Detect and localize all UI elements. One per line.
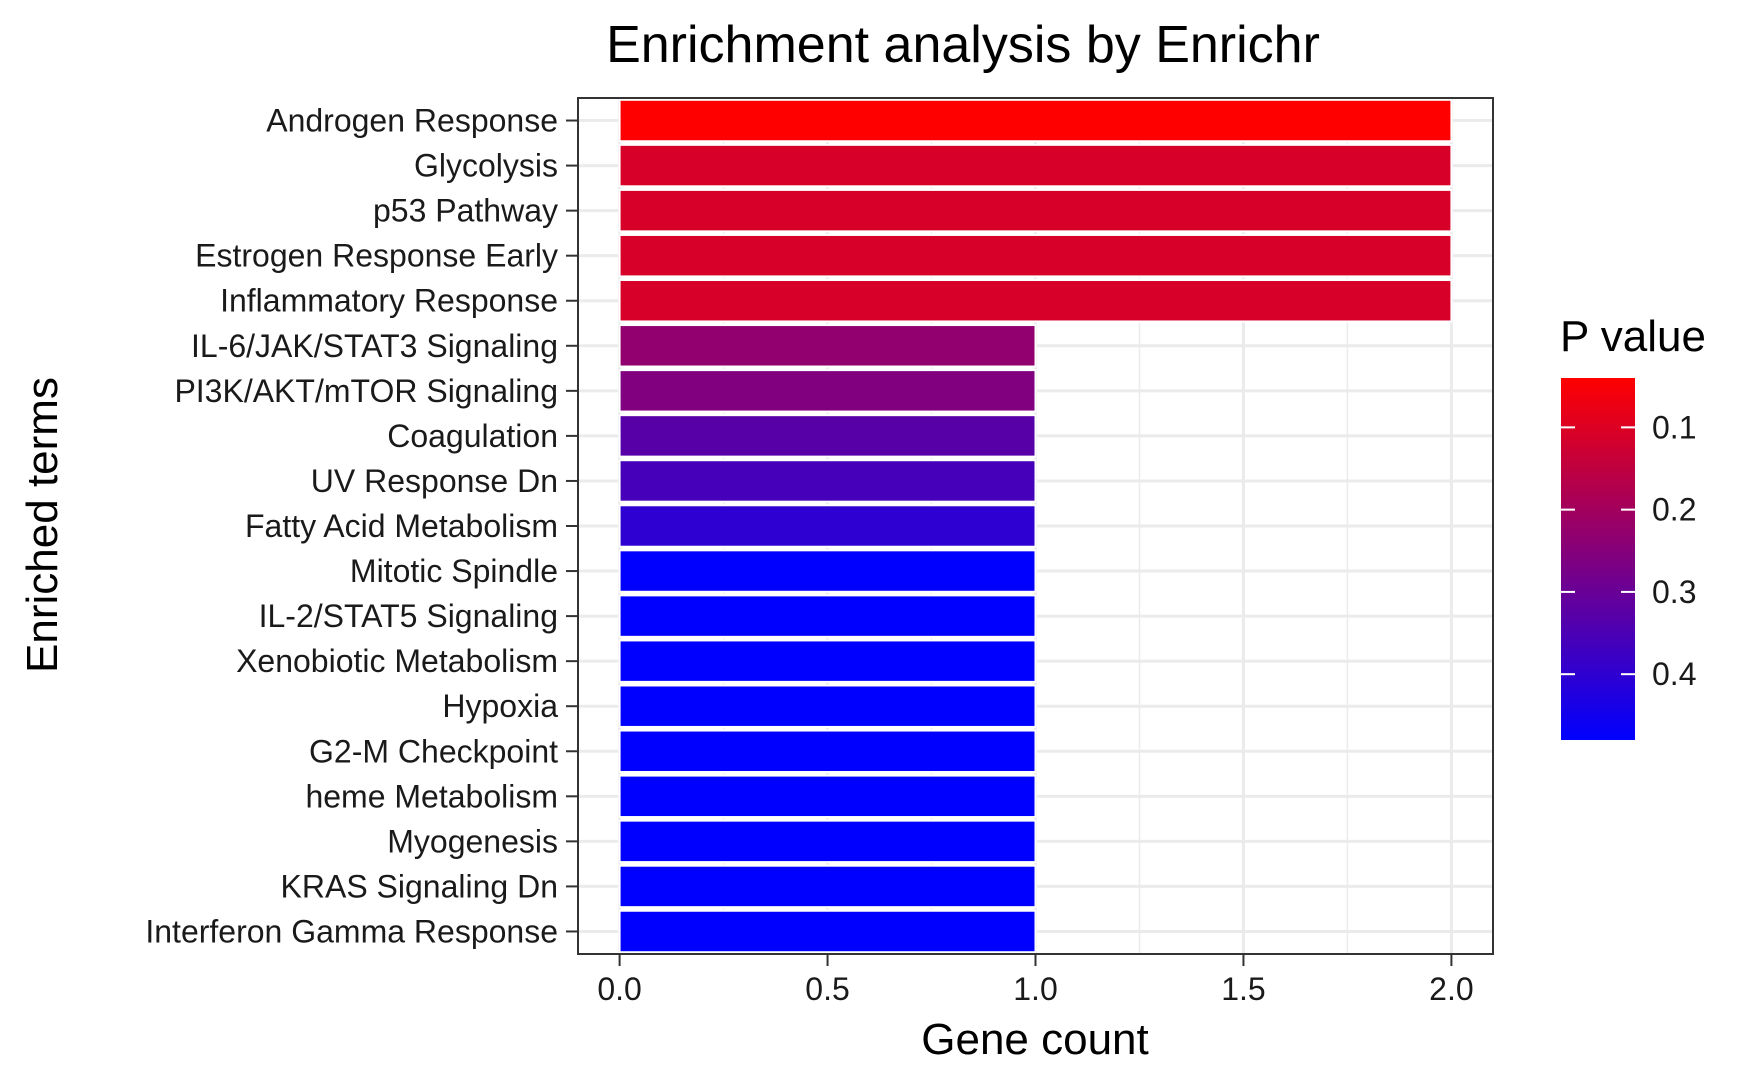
- y-tick-label: Mitotic Spindle: [350, 553, 558, 589]
- bar: [618, 774, 1037, 819]
- x-tick-label: 2.0: [1429, 971, 1473, 1007]
- bar: [618, 143, 1453, 188]
- y-tick-label: Fatty Acid Metabolism: [245, 508, 558, 544]
- bar: [618, 279, 1453, 323]
- y-tick-label: IL-6/JAK/STAT3 Signaling: [191, 328, 558, 364]
- x-tick-label: 0.0: [597, 971, 641, 1007]
- bar: [618, 819, 1037, 864]
- y-tick-label: Coagulation: [387, 418, 558, 454]
- y-tick-label: heme Metabolism: [305, 778, 558, 814]
- colorbar-label: 0.2: [1652, 492, 1696, 528]
- y-tick-label: Estrogen Response Early: [195, 238, 558, 274]
- x-tick-label: 1.5: [1221, 971, 1265, 1007]
- y-tick-label: PI3K/AKT/mTOR Signaling: [174, 373, 558, 409]
- bar: [618, 369, 1037, 413]
- y-tick-label: IL-2/STAT5 Signaling: [259, 598, 558, 634]
- y-tick-label: p53 Pathway: [373, 193, 558, 229]
- y-tick-label: G2-M Checkpoint: [309, 733, 558, 769]
- chart-title: Enrichment analysis by Enrichr: [606, 16, 1320, 74]
- bar: [618, 864, 1037, 909]
- colorbar-label: 0.3: [1652, 574, 1696, 610]
- y-axis-title: Enriched terms: [18, 377, 67, 673]
- bar: [618, 414, 1037, 458]
- color-legend: P value 0.1 0.2 0.3 0.4: [1560, 312, 1706, 740]
- bar: [618, 324, 1037, 368]
- bar: [618, 98, 1453, 143]
- bar: [618, 233, 1453, 278]
- bar: [618, 549, 1037, 593]
- bar: [618, 684, 1037, 728]
- y-tick-label: KRAS Signaling Dn: [281, 868, 558, 904]
- colorbar: [1561, 378, 1635, 740]
- x-tick-label: 0.5: [805, 971, 849, 1007]
- bar: [618, 594, 1037, 638]
- bar: [618, 459, 1037, 503]
- bar: [618, 639, 1037, 683]
- bar: [618, 188, 1453, 233]
- legend-title: P value: [1560, 312, 1706, 361]
- y-tick-label: Inflammatory Response: [220, 283, 558, 319]
- y-tick-label: Xenobiotic Metabolism: [236, 643, 558, 679]
- y-axis: Androgen Response Glycolysis p53 Pathway Es…: [145, 103, 578, 949]
- bars-group: [618, 98, 1453, 954]
- colorbar-ticks: 0.1 0.2 0.3 0.4: [1561, 409, 1696, 692]
- bar: [618, 909, 1037, 954]
- y-tick-label: Interferon Gamma Response: [145, 913, 558, 949]
- bar: [618, 729, 1037, 773]
- x-axis-title: Gene count: [921, 1015, 1149, 1064]
- y-tick-label: UV Response Dn: [311, 463, 558, 499]
- x-tick-label: 1.0: [1013, 971, 1057, 1007]
- x-axis: 0.0 0.5 1.0 1.5 2.0: [597, 954, 1474, 1007]
- colorbar-label: 0.1: [1652, 409, 1696, 445]
- y-tick-label: Glycolysis: [414, 148, 558, 184]
- y-tick-label: Androgen Response: [266, 103, 558, 139]
- colorbar-label: 0.4: [1652, 656, 1696, 692]
- y-tick-label: Myogenesis: [387, 823, 558, 859]
- bar: [618, 504, 1037, 548]
- y-tick-label: Hypoxia: [442, 688, 558, 724]
